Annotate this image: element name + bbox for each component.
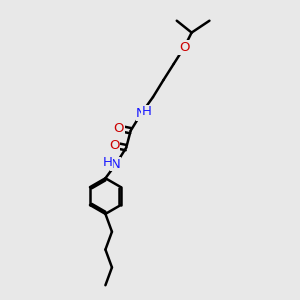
Text: O: O [113, 122, 124, 135]
Text: H: H [103, 156, 112, 169]
Text: N: N [111, 158, 121, 171]
Text: O: O [179, 41, 189, 54]
Text: H: H [142, 106, 152, 118]
Text: O: O [109, 139, 120, 152]
Text: N: N [136, 107, 146, 120]
